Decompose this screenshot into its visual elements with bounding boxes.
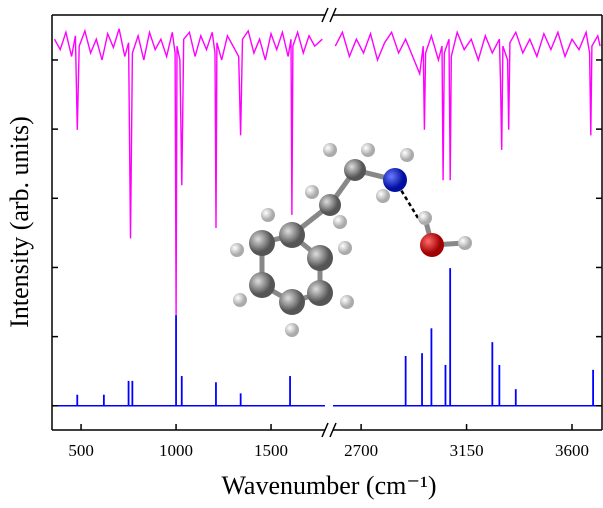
plot-area xyxy=(333,32,602,405)
x-tick-label: 500 xyxy=(68,441,94,460)
spectrum-line xyxy=(55,29,323,315)
molecule-illustration xyxy=(230,143,472,337)
spectrum-line xyxy=(335,32,600,180)
plots: 500 1000 1500 2700 3150 3600 xyxy=(52,15,602,460)
chart: 500 1000 1500 2700 3150 3600 Wavenumber (cm⁻¹… xyxy=(0,0,603,508)
x-tick-label: 3600 xyxy=(555,441,589,460)
x-tick-label: 2700 xyxy=(344,441,378,460)
x-tick-label: 3150 xyxy=(450,441,484,460)
x-tick-label: 1500 xyxy=(254,441,288,460)
x-tick-label: 1000 xyxy=(159,441,193,460)
x-axis-title: Wavenumber (cm⁻¹) xyxy=(221,471,436,500)
y-axis-title: Intensity (arb. units) xyxy=(5,116,34,328)
plot-area xyxy=(52,29,325,406)
